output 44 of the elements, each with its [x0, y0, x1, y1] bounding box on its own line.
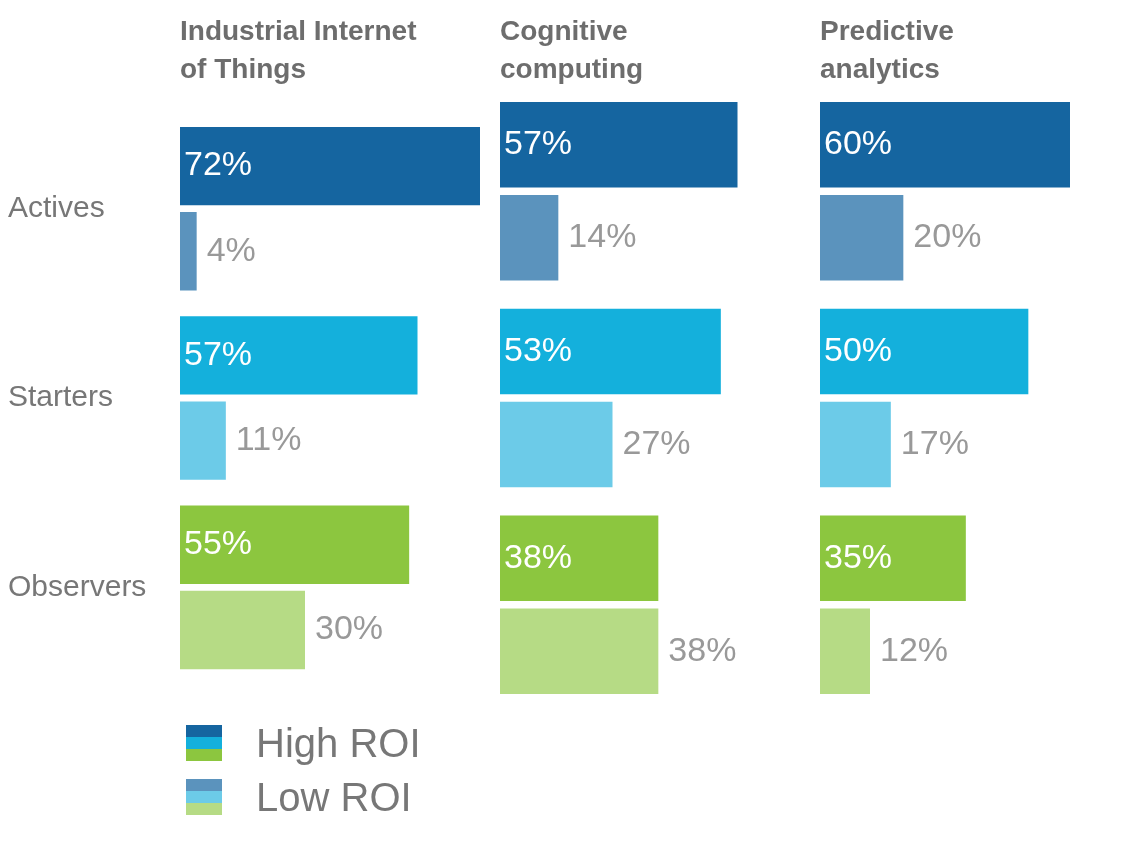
data-label: 35%	[824, 536, 893, 575]
data-label: 57%	[184, 333, 253, 372]
bar	[820, 102, 1070, 188]
bar	[820, 401, 891, 488]
data-label: 72%	[184, 144, 253, 183]
bar	[820, 308, 1029, 395]
y-tick-label: Observers	[8, 568, 147, 602]
data-label: 4%	[206, 229, 256, 268]
data-label: 20%	[913, 216, 982, 255]
data-label: 30%	[315, 608, 384, 647]
bar	[500, 608, 659, 694]
bar	[180, 401, 226, 480]
data-label: 50%	[824, 329, 893, 368]
bar	[820, 195, 904, 281]
bar	[180, 590, 305, 670]
data-label: 12%	[880, 629, 949, 668]
bar	[500, 102, 738, 188]
data-label: 53%	[504, 329, 573, 368]
chart-title: Industrial Internet of Things	[180, 14, 418, 86]
data-label: 14%	[568, 216, 637, 255]
bar	[500, 401, 613, 488]
bar	[500, 308, 721, 395]
chart-title: Predictive analytics	[820, 14, 955, 86]
y-tick-label: Actives	[8, 189, 105, 223]
data-label: 55%	[184, 523, 253, 562]
bar	[820, 515, 966, 601]
legend-label: Low ROI	[256, 774, 412, 820]
bar	[180, 212, 197, 291]
bar	[500, 195, 559, 281]
bar	[500, 515, 659, 601]
bar	[820, 608, 870, 694]
bar	[180, 316, 418, 395]
bar	[180, 505, 410, 584]
data-label: 27%	[622, 422, 691, 461]
data-label: 38%	[668, 629, 737, 668]
bar	[180, 126, 480, 206]
y-tick-label: Starters	[8, 379, 114, 413]
chart-title: Cognitive computing	[500, 14, 645, 86]
data-label: 60%	[824, 123, 893, 162]
data-label: 38%	[504, 536, 573, 575]
data-label: 11%	[235, 418, 302, 457]
data-label: 17%	[900, 422, 969, 461]
legend-label: High ROI	[256, 720, 421, 766]
data-label: 57%	[504, 123, 573, 162]
